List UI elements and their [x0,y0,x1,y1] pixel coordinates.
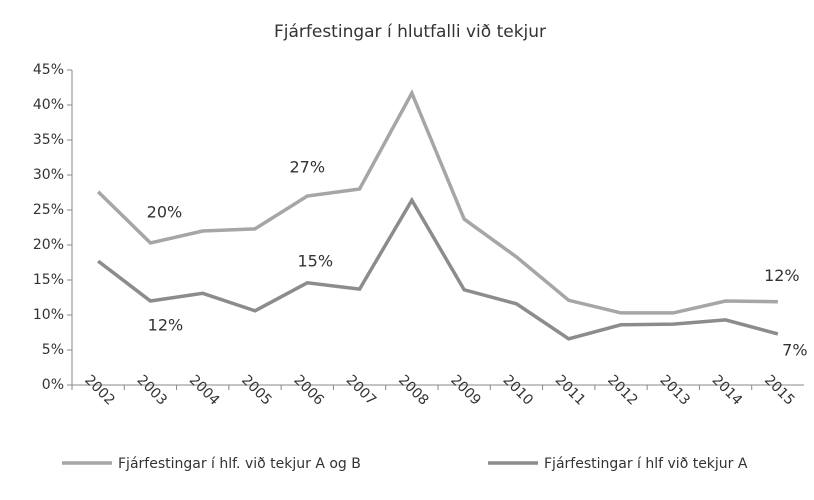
x-tick-label: 2010 [500,372,537,409]
x-tick-label: 2011 [552,372,589,409]
x-tick-label: 2006 [290,372,327,409]
y-tick-label: 25% [33,202,64,218]
legend-label: Fjárfestingar í hlf. við tekjur A og B [118,456,361,472]
x-tick-label: 2008 [395,372,432,409]
x-tick-label: 2015 [761,372,798,409]
x-tick-label: 2004 [186,372,223,409]
data-label: 27% [290,158,326,177]
x-tick-label: 2014 [709,372,746,409]
legend-label: Fjárfestingar í hlf við tekjur A [544,456,748,472]
y-tick-label: 5% [42,342,64,358]
y-tick-label: 0% [42,377,64,393]
y-tick-label: 20% [33,237,64,253]
x-tick-label: 2012 [604,372,641,409]
x-tick-label: 2003 [134,372,171,409]
series-line [97,196,779,341]
chart-title: Fjárfestingar í hlutfalli við tekjur [274,22,546,42]
x-tick-label: 2002 [81,372,118,409]
data-label: 20% [147,202,183,221]
y-tick-label: 40% [33,97,64,113]
series-line [96,89,778,315]
y-tick-label: 15% [33,272,64,288]
x-tick-label: 2013 [656,372,693,409]
data-label: 7% [782,340,807,359]
x-tick-label: 2005 [238,372,275,409]
data-label: 12% [764,266,800,285]
x-tick-label: 2009 [447,372,484,409]
x-tick-label: 2007 [343,372,380,409]
y-tick-label: 35% [33,132,64,148]
y-tick-label: 45% [33,62,64,78]
y-tick-label: 10% [33,307,64,323]
data-label: 15% [298,251,334,270]
y-tick-label: 30% [33,167,64,183]
data-label: 12% [148,316,184,335]
